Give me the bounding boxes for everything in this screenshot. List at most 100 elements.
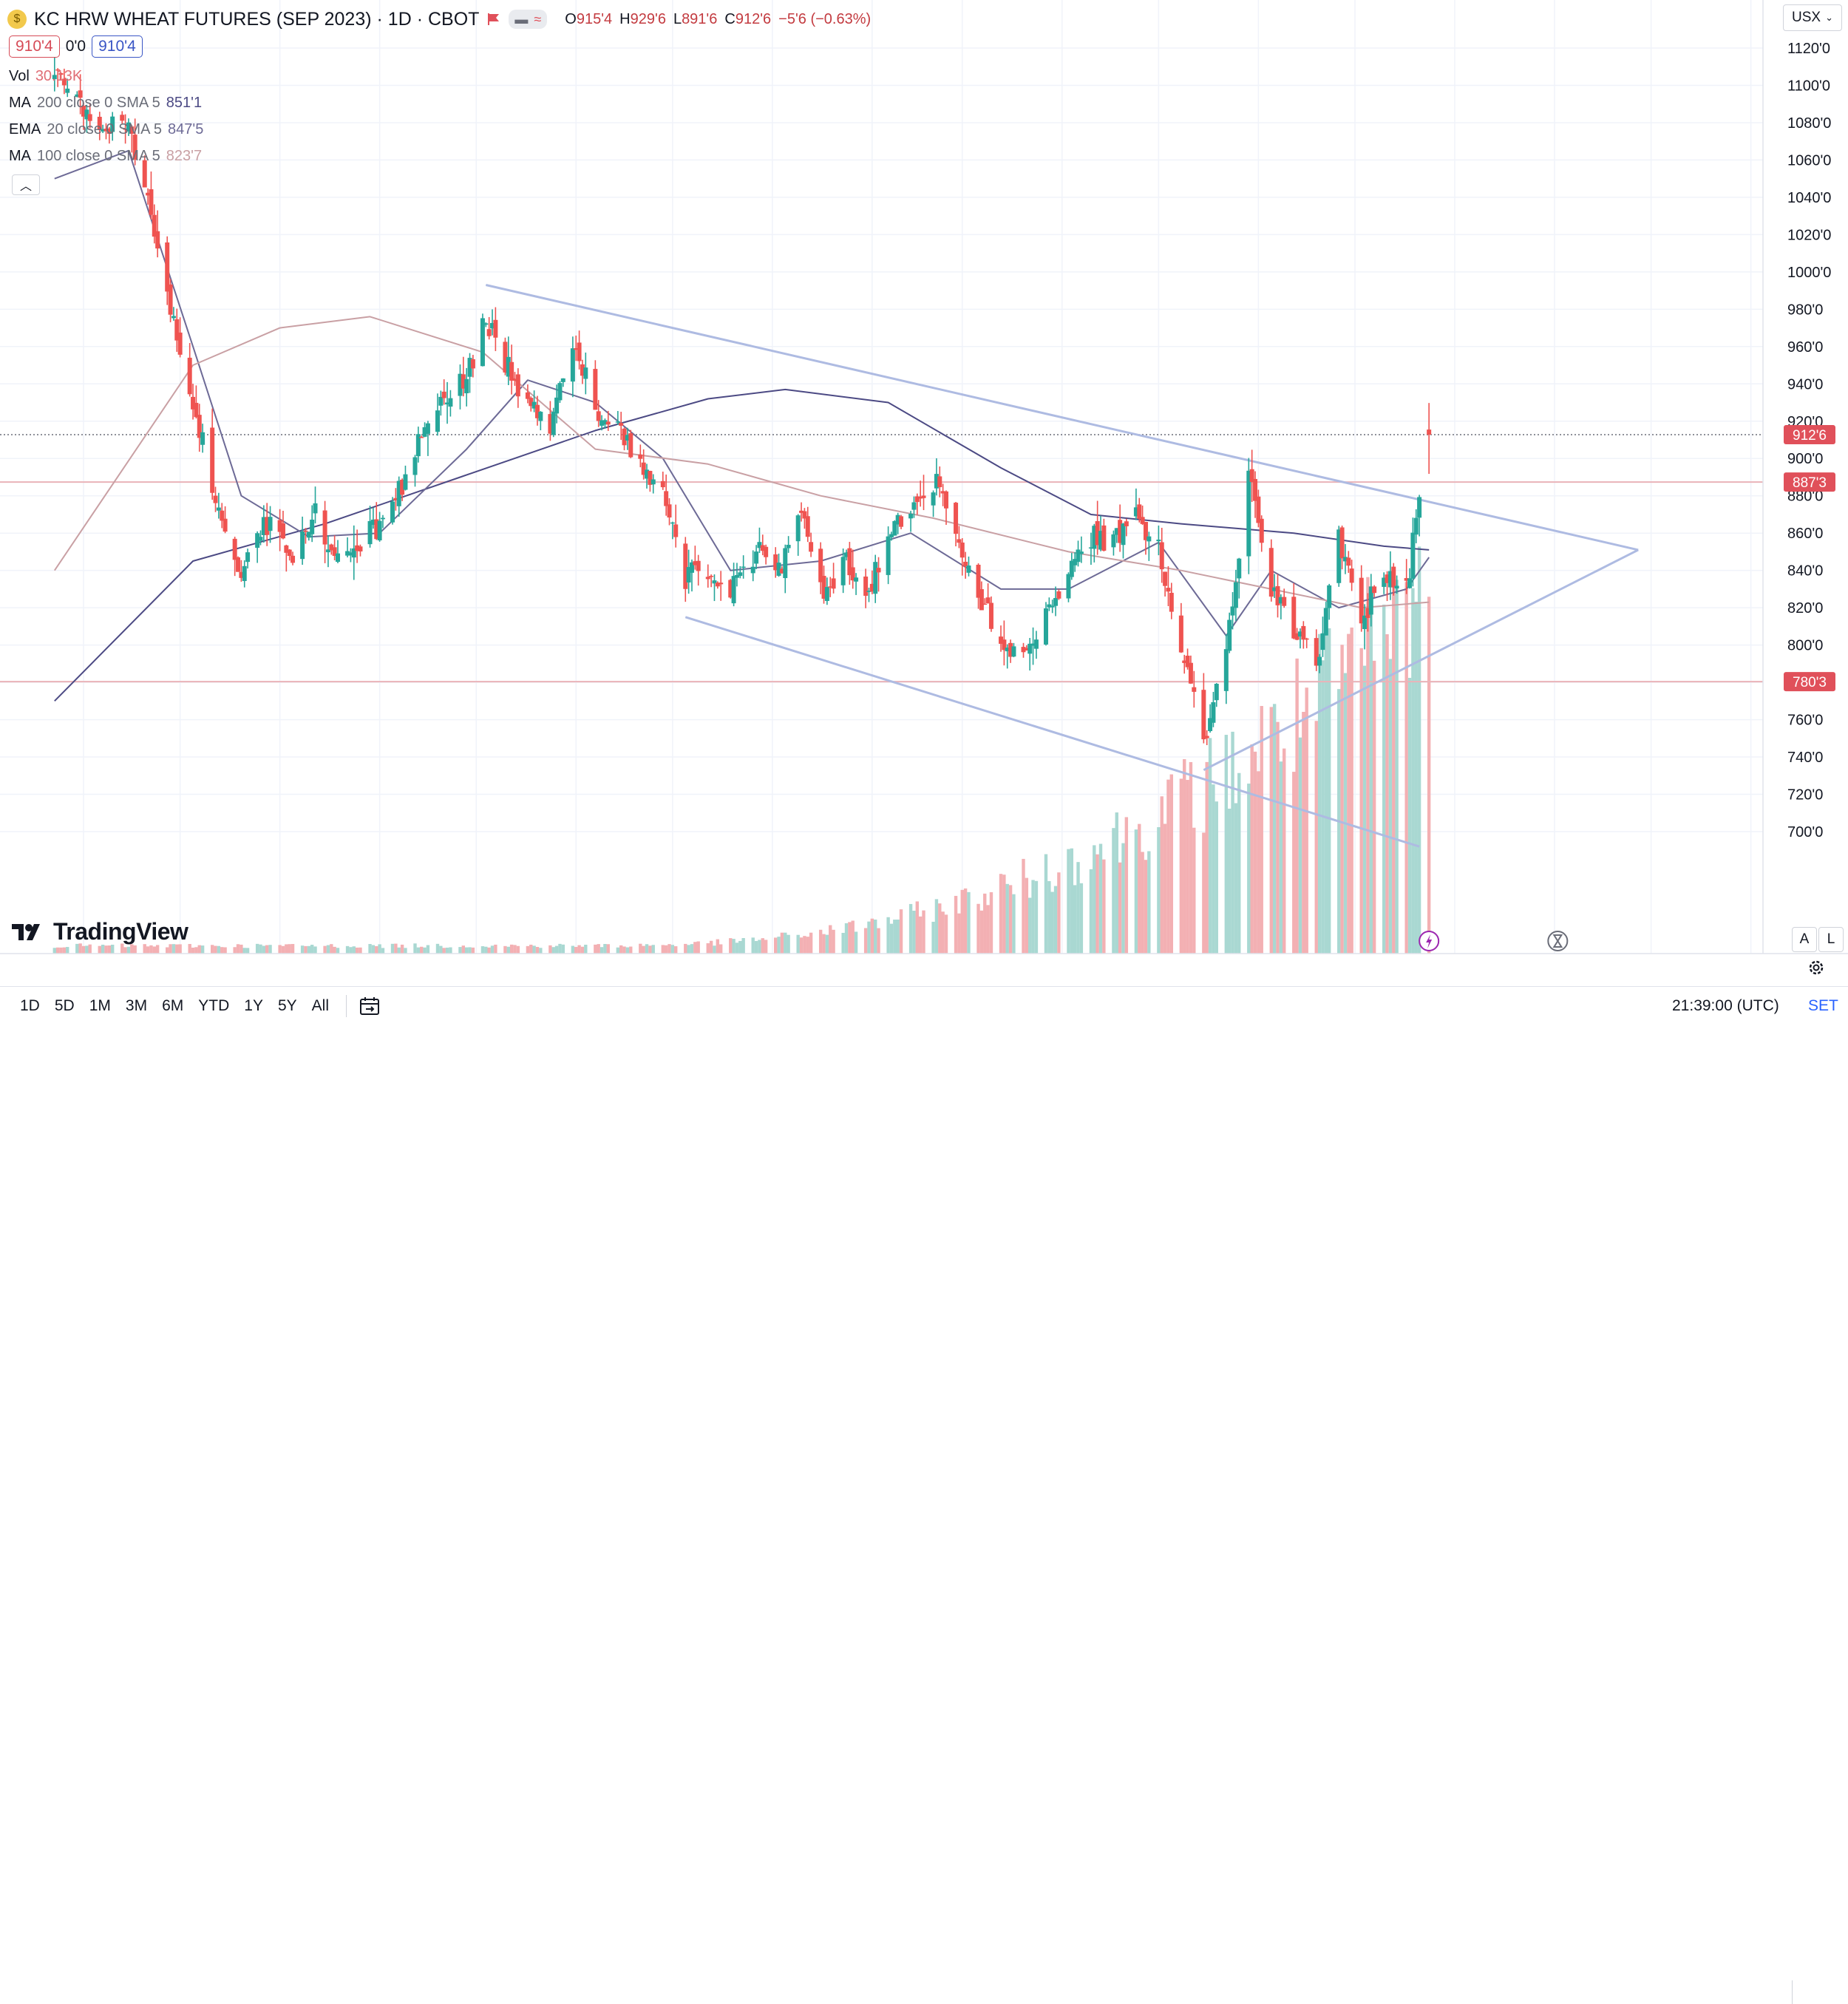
toolbar-divider bbox=[1792, 1980, 1793, 2004]
volume-bar bbox=[359, 947, 362, 954]
candle-body bbox=[84, 109, 89, 120]
range-button-3m[interactable]: 3M bbox=[125, 997, 148, 1014]
candle bbox=[415, 427, 421, 463]
candle bbox=[551, 407, 556, 438]
candle bbox=[1166, 565, 1171, 606]
volume-bar bbox=[577, 945, 581, 954]
clock[interactable]: 21:39:00 (UTC) bbox=[1672, 997, 1779, 1014]
candle-body bbox=[1410, 532, 1416, 579]
candle bbox=[886, 526, 891, 585]
candle bbox=[1156, 525, 1161, 556]
candle-body bbox=[1413, 517, 1419, 535]
candle-body bbox=[605, 421, 611, 425]
candle bbox=[574, 335, 579, 361]
candle-body bbox=[467, 358, 472, 377]
auto-scale-button[interactable]: A bbox=[1792, 927, 1817, 952]
candle-body bbox=[393, 497, 398, 500]
volume-bar bbox=[999, 874, 1003, 954]
range-button-1y[interactable]: 1Y bbox=[244, 997, 263, 1014]
volume-bar bbox=[326, 945, 330, 954]
volume-bar bbox=[1141, 852, 1144, 954]
volume-bar bbox=[716, 939, 720, 954]
candle bbox=[261, 505, 266, 543]
volume-bar bbox=[957, 913, 961, 954]
change-value: −5'6 (−0.63%) bbox=[778, 10, 872, 27]
range-button-6m[interactable]: 6M bbox=[162, 997, 184, 1014]
volume-bar bbox=[1163, 823, 1167, 954]
candle-body bbox=[1088, 547, 1093, 548]
session-button[interactable]: SET bbox=[1808, 997, 1838, 1014]
candle-body bbox=[265, 517, 270, 535]
candle bbox=[403, 465, 408, 491]
settings-gear-icon[interactable] bbox=[1807, 958, 1826, 977]
symbol-coin-icon[interactable]: $ bbox=[7, 10, 27, 29]
volume-bar bbox=[509, 944, 514, 954]
calendar-range-icon[interactable] bbox=[359, 996, 381, 1016]
indicator-params: 100 close 0 SMA 5 bbox=[37, 148, 160, 164]
volume-bar bbox=[146, 946, 150, 954]
volume-bar bbox=[754, 940, 758, 954]
candle bbox=[802, 508, 807, 529]
range-button-1m[interactable]: 1M bbox=[89, 997, 111, 1014]
candle bbox=[1069, 553, 1074, 580]
range-button-all[interactable]: All bbox=[311, 997, 329, 1014]
sell-price-button[interactable]: 910'4 bbox=[9, 35, 60, 58]
candle-body bbox=[146, 192, 151, 196]
price-chart[interactable]: 1120'0 1100'0 1080'0 1060'0 1040'0 1020'0 1000… bbox=[0, 0, 1848, 961]
volume-bar bbox=[684, 943, 687, 954]
currency-select[interactable]: USX ⌄ bbox=[1783, 4, 1842, 31]
candle-body bbox=[1223, 649, 1229, 691]
candle bbox=[1146, 531, 1152, 561]
candle-body bbox=[123, 129, 128, 130]
candle bbox=[174, 308, 180, 352]
indicator-legend-2[interactable]: EMA 20 close 0 SMA 5 847'5 bbox=[9, 121, 203, 138]
candle-body bbox=[831, 578, 836, 589]
candle-body bbox=[1368, 586, 1373, 615]
chevron-down-icon: ⌄ bbox=[1825, 12, 1833, 23]
indicator-legend-3[interactable]: MA 100 close 0 SMA 5 823'7 bbox=[9, 148, 202, 165]
candle-body bbox=[660, 480, 665, 488]
range-button-1d[interactable]: 1D bbox=[20, 997, 40, 1014]
volume-bar bbox=[989, 891, 993, 954]
candle bbox=[741, 555, 746, 579]
tradingview-logo[interactable]: TradingView bbox=[12, 918, 188, 945]
range-button-ytd[interactable]: YTD bbox=[198, 997, 230, 1014]
candle bbox=[999, 625, 1004, 652]
candle bbox=[1301, 621, 1306, 649]
volume-bar bbox=[787, 934, 790, 954]
candle-body bbox=[1076, 549, 1081, 563]
grid bbox=[0, 0, 1763, 961]
candle-body bbox=[1304, 638, 1309, 640]
candle bbox=[245, 548, 251, 569]
indicator-lines bbox=[53, 149, 1430, 702]
collapse-legend-button[interactable]: ︿ bbox=[12, 174, 40, 195]
flag-icon[interactable] bbox=[486, 12, 501, 27]
volume-bar bbox=[1234, 803, 1238, 954]
buy-price-button[interactable]: 910'4 bbox=[92, 35, 143, 58]
candle bbox=[1024, 645, 1029, 651]
log-scale-button[interactable]: L bbox=[1818, 927, 1844, 952]
candle bbox=[1169, 582, 1174, 619]
indicator-pill[interactable]: ▬ ≈ bbox=[509, 10, 548, 29]
volume-bar bbox=[896, 919, 900, 954]
volume-bar bbox=[1208, 738, 1212, 954]
indicator-legend-0[interactable]: Vol 30.13K bbox=[9, 68, 82, 85]
range-button-5y[interactable]: 5Y bbox=[277, 997, 297, 1014]
indicator-legend-1[interactable]: MA 200 close 0 SMA 5 851'1 bbox=[9, 95, 202, 112]
candle bbox=[914, 493, 920, 515]
candle bbox=[876, 557, 881, 592]
volume-bar bbox=[255, 943, 259, 954]
range-button-5d[interactable]: 5D bbox=[54, 997, 75, 1014]
open-label: O bbox=[565, 10, 577, 27]
volume-bar bbox=[1012, 894, 1016, 954]
candle-body bbox=[850, 567, 855, 581]
candle-body bbox=[715, 582, 720, 587]
volume-bar bbox=[1359, 648, 1363, 954]
candle-body bbox=[142, 160, 147, 188]
candle-body bbox=[985, 597, 991, 604]
volume-bar bbox=[1098, 843, 1103, 954]
candle-body bbox=[313, 503, 318, 514]
symbol-title[interactable]: KC HRW WHEAT FUTURES (SEP 2023) · 1D · C… bbox=[34, 8, 480, 30]
candle bbox=[1005, 644, 1010, 669]
candle bbox=[97, 112, 102, 140]
